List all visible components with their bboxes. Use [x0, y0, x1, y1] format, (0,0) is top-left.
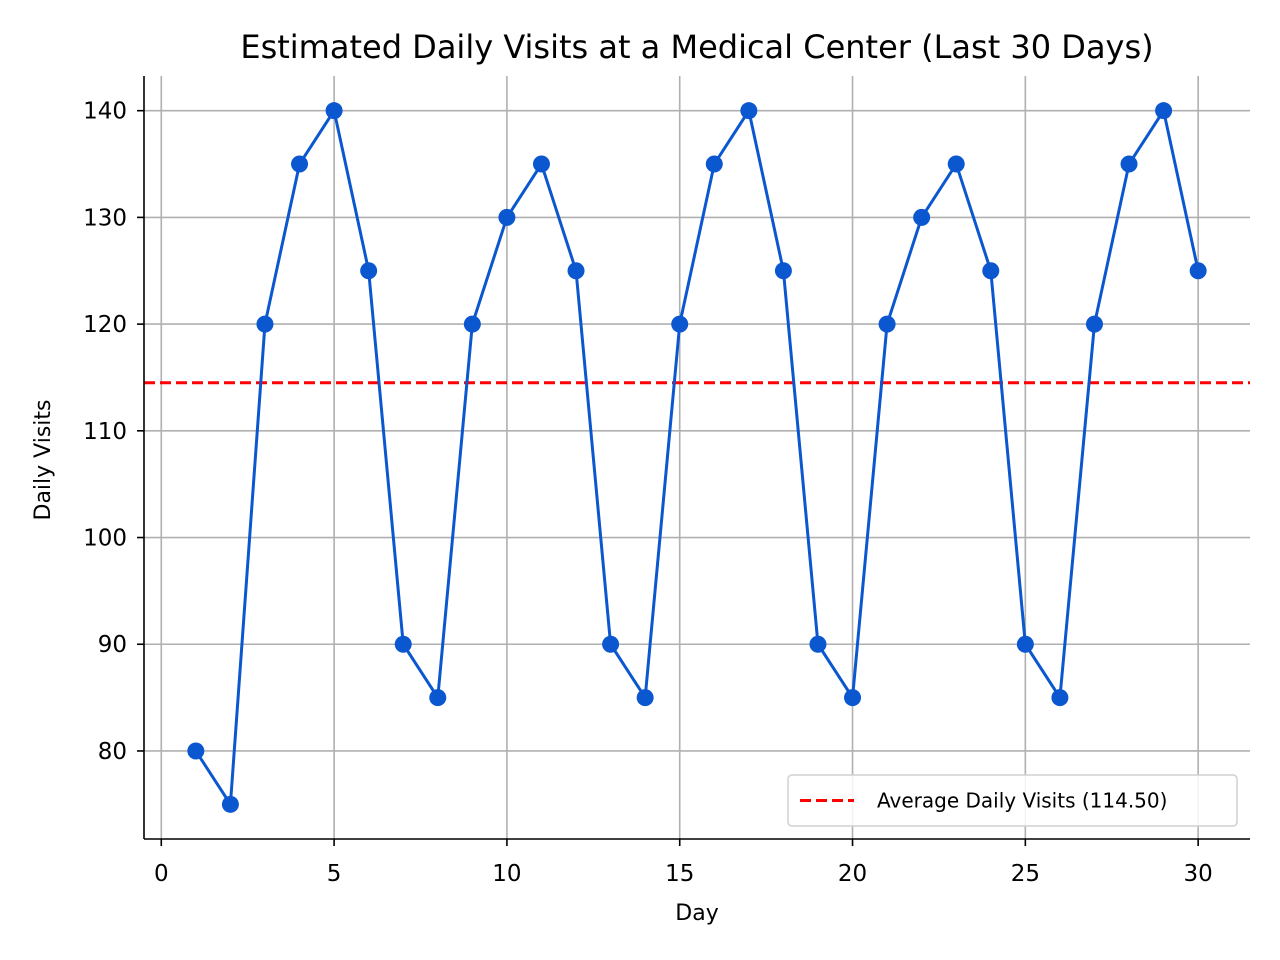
data-point [256, 315, 274, 333]
legend-entry-label: Average Daily Visits (114.50) [877, 789, 1167, 813]
x-tick-label: 10 [492, 861, 521, 887]
data-point [740, 102, 758, 120]
x-tick-label: 30 [1184, 861, 1213, 887]
data-point [394, 635, 412, 653]
data-point [567, 262, 585, 280]
y-tick-label: 120 [83, 312, 127, 338]
data-point [705, 155, 723, 173]
series-line [194, 109, 1200, 806]
y-tick-label: 130 [83, 205, 127, 231]
data-point [878, 315, 896, 333]
y-tick-label: 80 [98, 739, 127, 765]
chart-title: Estimated Daily Visits at a Medical Cent… [240, 28, 1153, 66]
data-point [498, 208, 516, 226]
data-point [1120, 155, 1138, 173]
tick-labels: 0 5 10 15 20 25 30 80 90 100 110 120 130 140 [83, 99, 1213, 887]
data-point [636, 689, 654, 707]
data-point [187, 742, 205, 760]
axes [137, 76, 1250, 846]
data-point [360, 262, 378, 280]
series-layer [187, 102, 1207, 813]
data-point [291, 155, 309, 173]
legend: Average Daily Visits (114.50) [787, 774, 1238, 827]
data-point [532, 155, 550, 173]
data-point [1085, 315, 1103, 333]
x-tick-label: 20 [838, 861, 867, 887]
x-tick-label: 0 [154, 861, 169, 887]
grid [144, 76, 1250, 839]
x-tick-label: 5 [327, 861, 342, 887]
y-tick-label: 110 [83, 419, 127, 445]
data-point [913, 208, 931, 226]
data-point [1155, 102, 1173, 120]
y-tick-label: 100 [83, 526, 127, 552]
data-point [774, 262, 792, 280]
data-point [1016, 635, 1034, 653]
data-point [1189, 262, 1207, 280]
data-point [602, 635, 620, 653]
data-point [325, 102, 343, 120]
x-tick-label: 25 [1011, 861, 1040, 887]
x-axis-label: Day [675, 901, 718, 926]
legend-box [787, 774, 1238, 827]
data-point [671, 315, 689, 333]
data-point [221, 795, 239, 813]
data-point [947, 155, 965, 173]
data-point [982, 262, 1000, 280]
data-point [429, 689, 447, 707]
y-tick-label: 90 [98, 632, 127, 658]
data-point [463, 315, 481, 333]
data-point [844, 689, 862, 707]
y-axis-label: Daily Visits [31, 400, 56, 521]
x-tick-label: 15 [665, 861, 694, 887]
data-point [809, 635, 827, 653]
y-tick-label: 140 [83, 99, 127, 125]
data-point [1051, 689, 1069, 707]
